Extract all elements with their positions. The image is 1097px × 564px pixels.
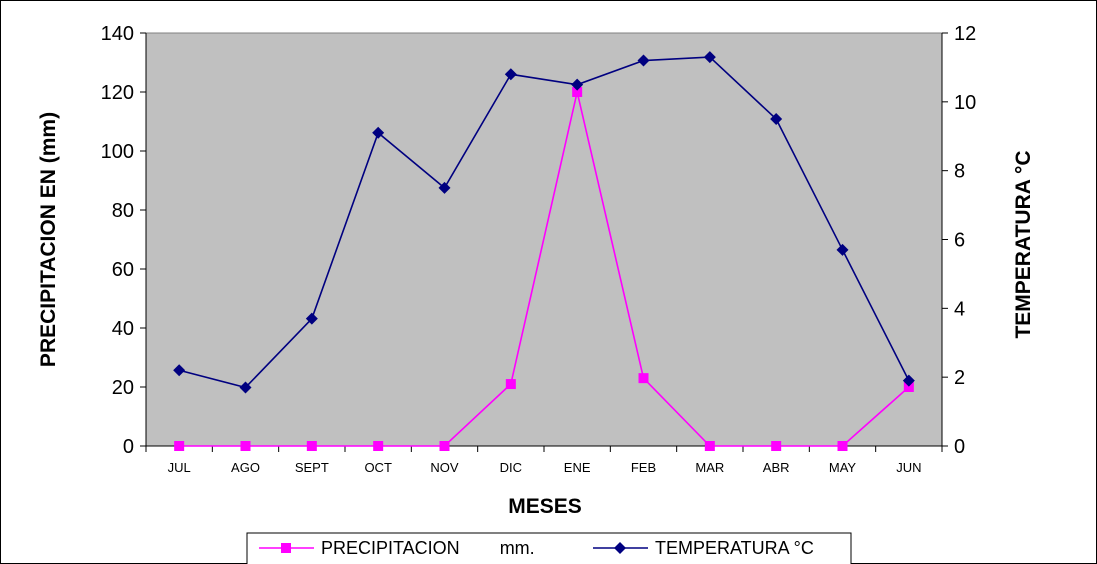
precipitacion-point: [439, 441, 450, 451]
precipitacion-point: [572, 87, 583, 97]
left-tick-label: 80: [112, 200, 134, 222]
temperatura-point: [305, 312, 318, 325]
left-axis: 0 20 40 60 80 100 120 140: [101, 23, 147, 458]
series-line-temperatura: [178, 56, 910, 389]
right-axis: 0 2 4 6 8 10 12: [941, 23, 976, 458]
left-tick-label: 0: [123, 436, 134, 458]
x-tick-label: OCT: [364, 460, 392, 475]
x-tick-label: ENE: [564, 460, 591, 475]
y-axis-title: PRECIPITACION EN (mm): [37, 112, 60, 367]
x-tick-label: JUL: [168, 460, 191, 475]
temperatura-point: [836, 243, 849, 256]
precipitacion-point: [903, 382, 914, 392]
left-tick-label: 120: [101, 82, 134, 104]
x-axis: JUL AGO SEPT OCT NOV DIC ENE FEB MAR ABR MAY JUN: [145, 445, 943, 475]
x-tick-label: MAY: [829, 460, 857, 475]
x-tick-label: DIC: [500, 460, 522, 475]
x-tick-label: NOV: [430, 460, 459, 475]
precipitacion-point: [837, 441, 848, 451]
x-tick-label: ABR: [763, 460, 790, 475]
legend-temperatura-marker: [614, 542, 626, 554]
legend-precipitacion-marker: [281, 543, 291, 553]
temperatura-point: [902, 374, 915, 387]
right-tick-label: 8: [954, 161, 965, 183]
x-tick-label: JUN: [896, 460, 921, 475]
legend-temperatura-label: TEMPERATURA °C: [655, 538, 814, 558]
left-tick-label: 20: [112, 377, 134, 399]
series-layer: [173, 51, 915, 451]
temperatura-point: [770, 113, 783, 126]
temperatura-point: [372, 126, 385, 139]
precipitacion-point: [771, 441, 782, 451]
temperatura-point: [703, 51, 716, 64]
x-tick-label: FEB: [631, 460, 656, 475]
legend-precipitacion-label: PRECIPITACION mm.: [321, 538, 535, 558]
left-tick-label: 140: [101, 23, 134, 45]
right-tick-label: 0: [954, 436, 965, 458]
legend-box: [246, 532, 852, 564]
precipitacion-point: [505, 379, 516, 390]
left-tick-label: 100: [101, 141, 134, 163]
precipitacion-point: [638, 373, 649, 384]
temperatura-point: [571, 78, 584, 91]
right-tick-label: 6: [954, 230, 965, 252]
right-tick-label: 12: [954, 23, 976, 45]
x-tick-label: SEPT: [295, 460, 329, 475]
temperatura-point: [504, 68, 517, 81]
precipitacion-point: [174, 441, 185, 451]
precipitacion-point: [240, 441, 251, 451]
y2-axis-title: TEMPERATURA °C: [1012, 150, 1035, 338]
temperatura-point: [438, 181, 451, 194]
left-tick-label: 40: [112, 318, 134, 340]
x-tick-label: MAR: [695, 460, 724, 475]
precipitacion-point: [373, 441, 384, 451]
temperatura-point: [239, 381, 252, 394]
right-tick-label: 2: [954, 367, 965, 389]
precipitacion-point: [704, 441, 715, 451]
left-tick-label: 60: [112, 259, 134, 281]
series-line-precipitacion: [179, 91, 910, 447]
right-tick-label: 10: [954, 92, 976, 114]
precipitacion-point: [306, 441, 317, 451]
right-tick-label: 4: [954, 298, 965, 320]
temperatura-point: [637, 54, 650, 67]
temperatura-point: [173, 364, 186, 377]
x-axis-title: MESES: [508, 495, 582, 518]
x-tick-label: AGO: [231, 460, 260, 475]
legend: PRECIPITACION mm. TEMPERATURA °C: [246, 532, 852, 564]
